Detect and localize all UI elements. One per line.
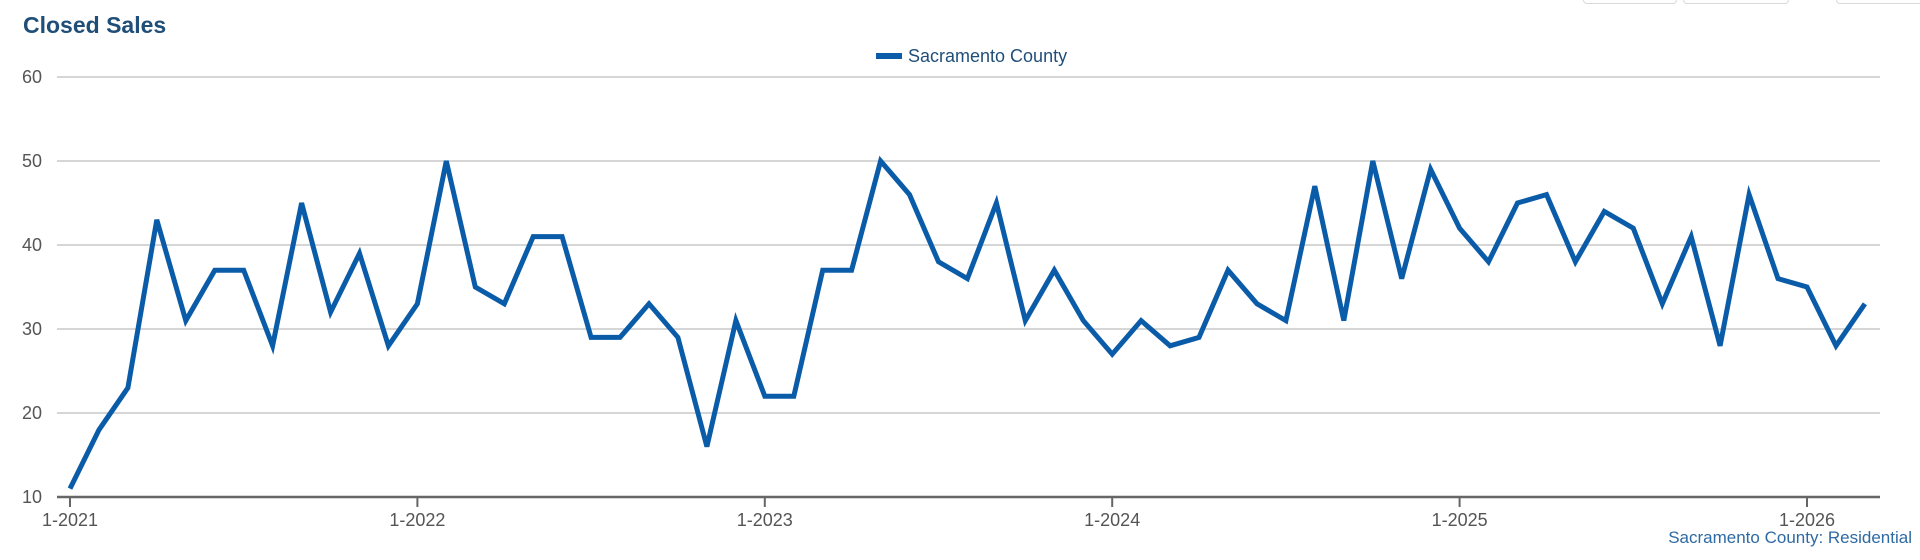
data-point[interactable]	[1512, 197, 1524, 209]
legend-label: Sacramento County	[908, 46, 1067, 66]
data-point[interactable]	[585, 331, 597, 343]
y-tick-label: 20	[22, 403, 42, 423]
data-point[interactable]	[325, 306, 337, 318]
data-point[interactable]	[1656, 298, 1668, 310]
data-point[interactable]	[469, 281, 481, 293]
data-point[interactable]	[730, 315, 742, 327]
grid-lines	[57, 76, 1880, 499]
data-point[interactable]	[1338, 315, 1350, 327]
x-tick-label: 1-2023	[737, 510, 793, 530]
data-point[interactable]	[1772, 273, 1784, 285]
data-point[interactable]	[701, 441, 713, 453]
data-point[interactable]	[1106, 348, 1118, 360]
data-point[interactable]	[1598, 205, 1610, 217]
series-line	[67, 155, 1867, 490]
data-point[interactable]	[1830, 340, 1842, 352]
data-point[interactable]	[1569, 256, 1581, 268]
data-point[interactable]	[354, 247, 366, 259]
data-point[interactable]	[672, 331, 684, 343]
data-point[interactable]	[1540, 189, 1552, 201]
data-point[interactable]	[1164, 340, 1176, 352]
data-point[interactable]	[122, 382, 134, 394]
data-point[interactable]	[498, 298, 510, 310]
series-layer	[64, 155, 1871, 495]
data-point[interactable]	[267, 340, 279, 352]
data-point[interactable]	[1193, 331, 1205, 343]
data-point[interactable]	[440, 155, 452, 167]
data-point[interactable]	[382, 340, 394, 352]
data-point[interactable]	[1280, 315, 1292, 327]
data-point[interactable]	[1801, 281, 1813, 293]
data-point[interactable]	[1019, 315, 1031, 327]
x-tick-label: 1-2022	[389, 510, 445, 530]
data-point[interactable]	[933, 256, 945, 268]
y-tick-label: 40	[22, 235, 42, 255]
data-point[interactable]	[556, 231, 568, 243]
y-axis-ticks: 10 20 30 40 50 60	[22, 67, 42, 507]
data-point[interactable]	[1135, 315, 1147, 327]
data-point[interactable]	[411, 298, 423, 310]
data-point[interactable]	[527, 231, 539, 243]
data-point[interactable]	[1859, 298, 1871, 310]
data-point[interactable]	[788, 390, 800, 402]
data-point[interactable]	[1077, 315, 1089, 327]
data-point[interactable]	[64, 483, 76, 495]
source-label: Sacramento County: Residential	[1668, 528, 1912, 547]
data-point[interactable]	[846, 264, 858, 276]
data-point[interactable]	[1396, 273, 1408, 285]
data-point[interactable]	[1367, 155, 1379, 167]
x-axis-ticks: 1-2021 1-2022 1-2023 1-2024 1-2025 1-2026	[42, 497, 1835, 530]
data-point[interactable]	[1627, 222, 1639, 234]
data-point[interactable]	[1743, 189, 1755, 201]
data-point[interactable]	[614, 331, 626, 343]
data-point[interactable]	[1309, 180, 1321, 192]
toolbar-button-3[interactable]	[1836, 0, 1920, 4]
x-tick-label: 1-2026	[1779, 510, 1835, 530]
data-point[interactable]	[1714, 340, 1726, 352]
data-point[interactable]	[1251, 298, 1263, 310]
data-point[interactable]	[296, 197, 308, 209]
data-point[interactable]	[180, 315, 192, 327]
legend[interactable]: Sacramento County	[876, 46, 1067, 66]
legend-swatch	[876, 53, 902, 59]
data-point[interactable]	[1454, 222, 1466, 234]
data-point[interactable]	[990, 197, 1002, 209]
y-tick-label: 10	[22, 487, 42, 507]
data-point[interactable]	[875, 155, 887, 167]
data-point[interactable]	[1483, 256, 1495, 268]
data-point[interactable]	[238, 264, 250, 276]
y-tick-label: 60	[22, 67, 42, 87]
y-tick-label: 50	[22, 151, 42, 171]
data-point[interactable]	[759, 390, 771, 402]
data-point[interactable]	[961, 273, 973, 285]
x-tick-label: 1-2025	[1432, 510, 1488, 530]
data-point[interactable]	[904, 189, 916, 201]
data-point[interactable]	[151, 214, 163, 226]
data-point[interactable]	[93, 424, 105, 436]
data-point[interactable]	[1048, 264, 1060, 276]
data-point[interactable]	[817, 264, 829, 276]
data-point[interactable]	[643, 298, 655, 310]
data-point[interactable]	[1425, 163, 1437, 175]
data-point[interactable]	[1685, 231, 1697, 243]
chart-title: Closed Sales	[23, 12, 167, 38]
x-tick-label: 1-2021	[42, 510, 98, 530]
data-point[interactable]	[209, 264, 221, 276]
y-tick-label: 30	[22, 319, 42, 339]
data-point[interactable]	[1222, 264, 1234, 276]
x-tick-label: 1-2024	[1084, 510, 1140, 530]
